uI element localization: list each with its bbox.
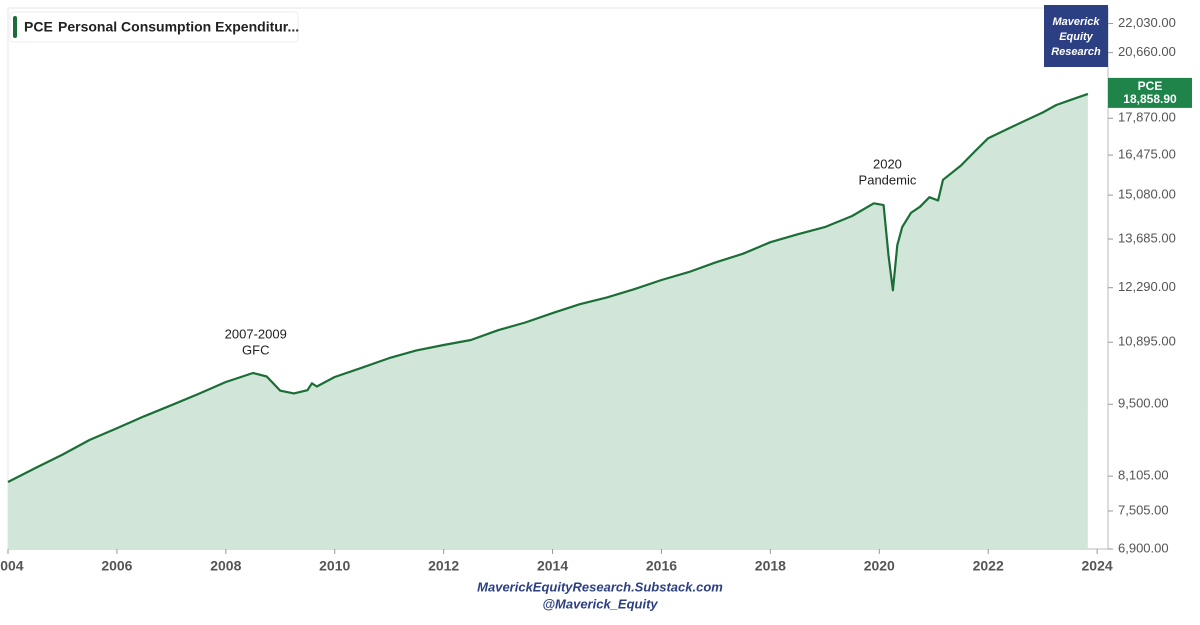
x-tick-label: 2024 [1082,558,1113,574]
x-tick-label: 2012 [428,558,459,574]
footer-text: @Maverick_Equity [542,596,658,611]
x-tick-label: 2014 [537,558,568,574]
y-tick-label: 15,080.00 [1118,187,1176,202]
legend-text: Personal Consumption Expenditur... [58,19,299,35]
x-tick-label: 2010 [319,558,350,574]
footer-text: MaverickEquityResearch.Substack.com [477,579,723,594]
legend-swatch [13,16,17,38]
branding-text: Equity [1059,31,1093,43]
y-tick-label: 22,030.00 [1118,15,1176,30]
y-tick-label: 12,290.00 [1118,279,1176,294]
y-tick-label: 17,870.00 [1118,110,1176,125]
x-tick-label: 2006 [101,558,132,574]
annotation: Pandemic [859,173,917,188]
y-tick-label: 13,685.00 [1118,230,1176,245]
plot: 6,900.00 7,505.00 8,105.00 9,500.00 10,895.0… [0,15,1176,574]
price-tag-value: 18,858.90 [1123,92,1177,106]
price-tag [1108,77,1192,108]
branding-text: Maverick [1052,16,1100,28]
annotation: GFC [242,342,269,357]
x-tick-label: 2022 [973,558,1004,574]
annotation: 2007-2009 [225,326,287,341]
x-tick-label: 2004 [0,558,24,574]
y-tick-label: 20,660.00 [1118,44,1176,59]
branding-text: Research [1051,46,1101,58]
y-tick-label: 7,505.00 [1118,502,1169,517]
y-tick-label: 10,895.00 [1118,334,1176,349]
x-tick-label: 2008 [210,558,241,574]
legend-box [9,11,299,43]
annotation: 2020 [873,157,902,172]
y-tick-label: 16,475.00 [1118,147,1176,162]
x-tick-label: 2018 [755,558,786,574]
area [8,93,1088,550]
x-tick-label: 2020 [864,558,895,574]
overlay: PCE Personal Consumption Expenditur... M… [9,5,1192,611]
y-tick-label: 8,105.00 [1118,468,1169,483]
y-tick-label: 9,500.00 [1118,396,1169,411]
price-tag-name: PCE [1138,79,1163,93]
legend-symbol: PCE [24,19,53,35]
y-tick-label: 6,900.00 [1118,540,1169,555]
branding-box [1044,5,1108,67]
x-tick-label: 2016 [646,558,677,574]
line [7,92,1089,483]
